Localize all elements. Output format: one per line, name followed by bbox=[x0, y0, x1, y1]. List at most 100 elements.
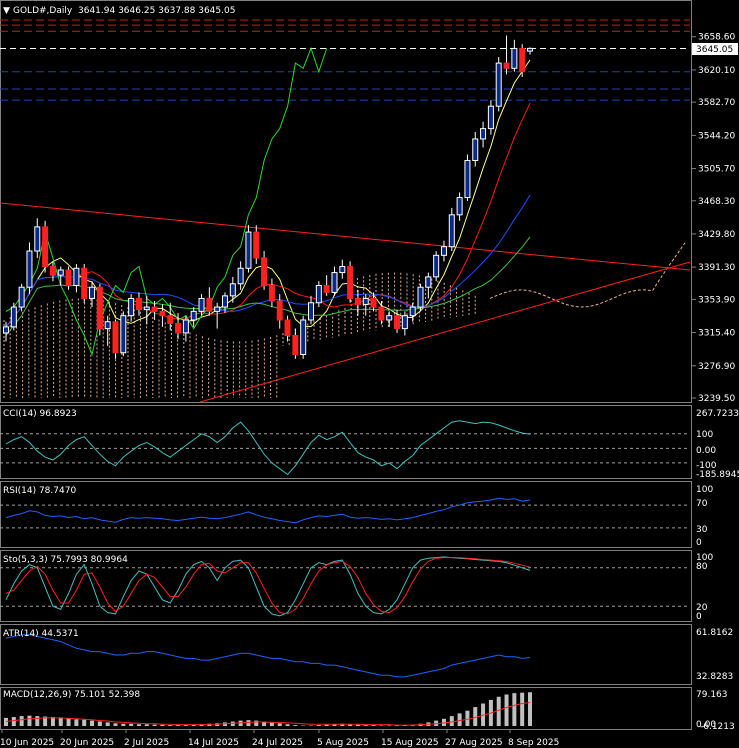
candle[interactable] bbox=[18, 283, 25, 312]
candle[interactable] bbox=[143, 295, 150, 325]
macd-bar bbox=[324, 724, 329, 726]
candle[interactable] bbox=[519, 44, 526, 77]
candle[interactable] bbox=[135, 292, 142, 316]
candle-body bbox=[284, 319, 291, 337]
macd-bar bbox=[262, 721, 267, 726]
candle-body bbox=[128, 297, 135, 317]
candle[interactable] bbox=[487, 100, 494, 135]
candle[interactable] bbox=[495, 57, 502, 112]
date-axis: 10 Jun 2025 20 Jun 2025 2 Jul 2025 14 Jul 2… bbox=[0, 729, 559, 748]
candle[interactable] bbox=[81, 263, 88, 303]
candle[interactable] bbox=[198, 294, 205, 316]
price-label: 3429.80 bbox=[698, 230, 735, 240]
candle[interactable] bbox=[386, 311, 393, 327]
trendlines[interactable] bbox=[0, 202, 691, 403]
candle[interactable] bbox=[456, 192, 463, 221]
candle[interactable] bbox=[284, 315, 291, 342]
candle[interactable] bbox=[323, 275, 330, 296]
candles[interactable] bbox=[3, 35, 533, 359]
horizontal-levels[interactable] bbox=[0, 19, 690, 101]
candle[interactable] bbox=[182, 315, 189, 342]
candle[interactable] bbox=[229, 276, 236, 303]
candle[interactable] bbox=[206, 287, 213, 316]
candle[interactable] bbox=[503, 35, 510, 75]
candle[interactable] bbox=[417, 283, 424, 312]
stoch-signal-line bbox=[5, 557, 531, 615]
macd-axis: 79.163 0.00 -6.1213 bbox=[696, 690, 735, 732]
candle[interactable] bbox=[472, 132, 479, 167]
macd-level-min: -6.1213 bbox=[700, 722, 735, 732]
candle[interactable] bbox=[331, 266, 338, 296]
candle[interactable] bbox=[190, 307, 197, 327]
candle[interactable] bbox=[448, 207, 455, 252]
candle[interactable] bbox=[433, 251, 440, 282]
candle[interactable] bbox=[300, 315, 307, 359]
candle[interactable] bbox=[292, 328, 299, 359]
candle[interactable] bbox=[339, 259, 346, 279]
candle[interactable] bbox=[237, 261, 244, 290]
candle[interactable] bbox=[308, 295, 315, 325]
candle[interactable] bbox=[440, 240, 447, 262]
candle-body bbox=[49, 266, 56, 276]
candle[interactable] bbox=[253, 225, 260, 264]
candle[interactable] bbox=[3, 321, 9, 342]
macd-bar bbox=[168, 725, 173, 726]
candle-body bbox=[308, 302, 315, 321]
candle[interactable] bbox=[354, 289, 361, 316]
candle[interactable] bbox=[10, 302, 17, 331]
candle-body bbox=[18, 286, 25, 308]
candle[interactable] bbox=[167, 302, 174, 331]
candle[interactable] bbox=[175, 313, 182, 339]
candle[interactable] bbox=[89, 281, 96, 308]
candle[interactable] bbox=[26, 242, 33, 295]
candle[interactable] bbox=[511, 39, 518, 72]
candle[interactable] bbox=[128, 294, 135, 322]
stoch-level-20: 20 bbox=[696, 603, 708, 613]
candle-body bbox=[237, 267, 244, 285]
candle-body bbox=[206, 297, 213, 312]
candle[interactable] bbox=[394, 309, 401, 333]
candle[interactable] bbox=[104, 315, 111, 346]
candle[interactable] bbox=[409, 302, 416, 322]
macd-bar bbox=[90, 720, 95, 726]
candle[interactable] bbox=[527, 47, 533, 55]
ascending-trendline[interactable] bbox=[199, 261, 691, 403]
candle[interactable] bbox=[401, 311, 408, 336]
candle-body bbox=[487, 105, 494, 130]
candle[interactable] bbox=[120, 311, 127, 357]
candle[interactable] bbox=[65, 266, 72, 290]
candle[interactable] bbox=[34, 218, 41, 258]
candle[interactable] bbox=[315, 281, 322, 308]
candle[interactable] bbox=[268, 278, 275, 308]
descending-trendline[interactable] bbox=[0, 202, 691, 271]
candle[interactable] bbox=[425, 272, 432, 299]
candle[interactable] bbox=[214, 302, 221, 329]
macd-bar bbox=[512, 693, 517, 726]
candle[interactable] bbox=[221, 292, 228, 314]
macd-bar bbox=[465, 710, 470, 726]
candle[interactable] bbox=[261, 251, 268, 290]
candle[interactable] bbox=[42, 220, 49, 273]
candle[interactable] bbox=[378, 301, 385, 325]
candle[interactable] bbox=[347, 261, 354, 303]
candle[interactable] bbox=[57, 266, 64, 286]
candle[interactable] bbox=[362, 294, 369, 316]
candle-body bbox=[503, 62, 510, 69]
candle[interactable] bbox=[370, 292, 377, 312]
candle[interactable] bbox=[276, 294, 283, 329]
candle-body bbox=[472, 138, 479, 162]
macd-bar bbox=[309, 725, 314, 727]
candle[interactable] bbox=[159, 304, 166, 327]
candle[interactable] bbox=[73, 263, 80, 293]
candle[interactable] bbox=[480, 121, 487, 148]
candle-body bbox=[10, 306, 17, 328]
candle[interactable] bbox=[112, 319, 119, 359]
candle[interactable] bbox=[96, 283, 103, 336]
symbol-ohlc: 3641.94 3646.25 3637.88 3645.05 bbox=[78, 6, 235, 16]
macd-bar bbox=[121, 723, 126, 726]
candle[interactable] bbox=[49, 261, 56, 282]
candle[interactable] bbox=[245, 225, 252, 273]
candle[interactable] bbox=[151, 301, 158, 320]
candle[interactable] bbox=[464, 154, 471, 202]
